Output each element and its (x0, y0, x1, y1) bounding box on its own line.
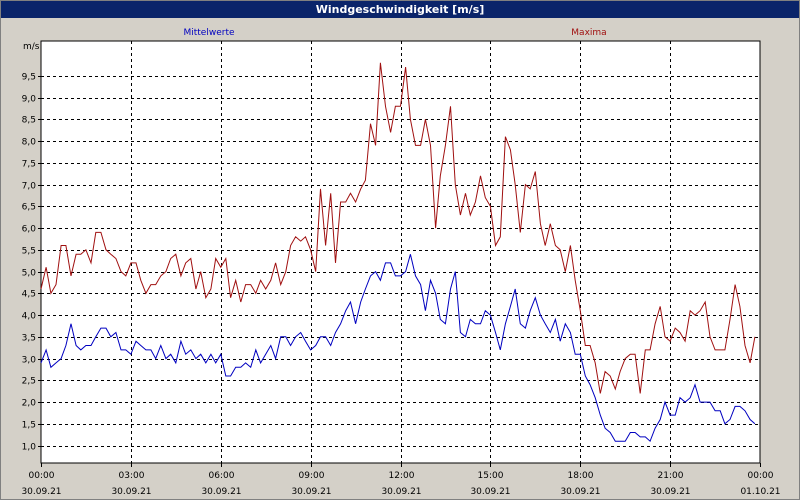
x-tick-date-label: 30.09.21 (650, 487, 690, 497)
y-tick-label: 8,5 (22, 116, 36, 126)
y-tick-label: 8,0 (22, 138, 37, 148)
series-lines (40, 62, 756, 443)
x-tick-time-label: 15:00 (478, 471, 504, 481)
y-tick-label: 1,0 (22, 443, 37, 453)
series-line-maxima (40, 62, 756, 394)
legend-max: Maxima (571, 28, 606, 38)
x-tick-time-label: 06:00 (209, 471, 235, 481)
y-tick-label: 6,0 (22, 225, 37, 235)
x-tick-time-label: 12:00 (389, 471, 415, 481)
x-tick-date-label: 01.10.21 (740, 487, 780, 497)
y-tick-label: 2,5 (22, 377, 36, 387)
y-tick-label: 5,5 (22, 247, 36, 257)
y-tick-label: 3,5 (22, 334, 36, 344)
y-tick-label: 6,5 (22, 203, 36, 213)
y-tick-label: 4,0 (22, 312, 37, 322)
x-tick-date-label: 30.09.21 (111, 487, 151, 497)
x-tick-time-label: 00:00 (748, 471, 774, 481)
y-tick-label: 2,0 (22, 399, 37, 409)
x-tick-time-label: 03:00 (119, 471, 145, 481)
y-tick-label: 7,5 (22, 160, 36, 170)
x-tick-date-label: 30.09.21 (291, 487, 331, 497)
series-line-mittelwerte (40, 254, 756, 443)
x-tick-date-label: 30.09.21 (21, 487, 61, 497)
y-axis-label: m/s (23, 42, 40, 52)
y-tick-label: 5,0 (22, 269, 37, 279)
y-tick-label: 7,0 (22, 182, 37, 192)
y-tick-label: 3,0 (22, 356, 37, 366)
y-tick-label: 1,5 (22, 421, 36, 431)
x-tick-date-label: 30.09.21 (381, 487, 421, 497)
x-tick-date-label: 30.09.21 (201, 487, 241, 497)
y-tick-label: 9,5 (22, 73, 36, 83)
axes: 1,0 1,5 2,0 2,5 3,0 3,5 4,0 4,5 5,0 5,5 6,0 6,5 7,0 7… (21, 73, 780, 498)
y-tick-label: 4,5 (22, 290, 36, 300)
x-tick-time-label: 21:00 (658, 471, 684, 481)
wind-speed-chart: 1,0 1,5 2,0 2,5 3,0 3,5 4,0 4,5 5,0 5,5 6,0 6,5 7,0 7… (21, 28, 780, 498)
x-tick-time-label: 18:00 (568, 471, 594, 481)
y-tick-label: 9,0 (22, 95, 37, 105)
x-tick-time-label: 09:00 (299, 471, 325, 481)
x-tick-date-label: 30.09.21 (560, 487, 600, 497)
x-tick-time-label: 00:00 (29, 471, 55, 481)
x-tick-date-label: 30.09.21 (470, 487, 510, 497)
window-title: Windgeschwindigkeit [m/s] (1, 1, 799, 18)
legend-mean: Mittelwerte (183, 28, 234, 38)
